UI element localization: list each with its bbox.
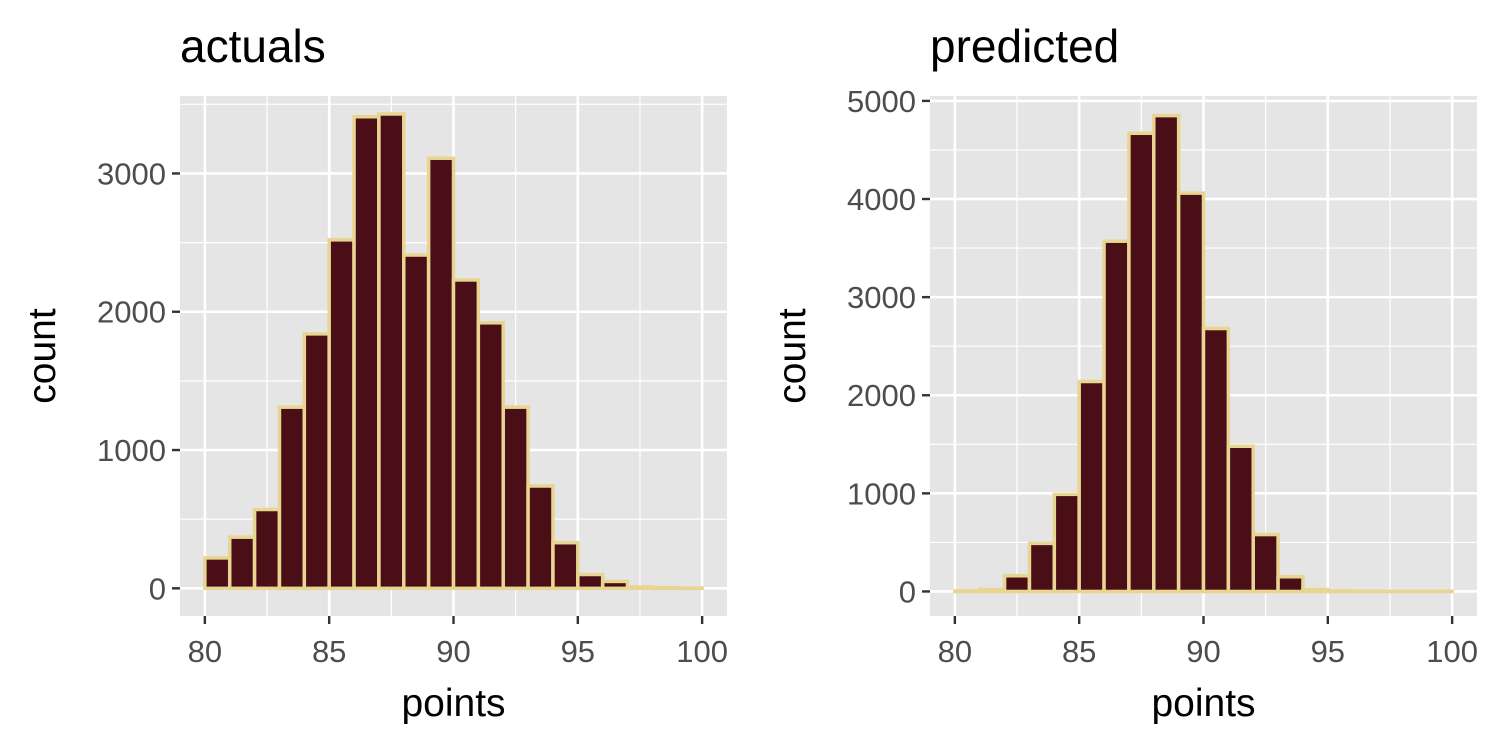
histogram-bar: [526, 484, 555, 591]
histogram-bar: [1102, 239, 1131, 594]
histogram-bar: [203, 556, 232, 591]
y-axis-title: count: [21, 308, 64, 404]
histogram-bar: [277, 405, 307, 591]
histogram-bar: [1176, 191, 1206, 594]
x-tick-label: 80: [938, 634, 972, 669]
y-tick-label: 4000: [847, 182, 916, 217]
chart-title: predicted: [930, 20, 1119, 72]
histogram-bar: [302, 332, 331, 591]
histogram-bar: [551, 540, 580, 591]
histogram-bar: [327, 238, 356, 591]
histogram-bar: [576, 572, 605, 591]
actuals-histogram: 80 85 90 95 1000100020003000pointscountactua…: [21, 20, 728, 725]
x-tick-label: 80: [188, 634, 222, 669]
histogram-bar: [227, 535, 257, 591]
histogram-bar: [1002, 574, 1032, 594]
histogram-bar: [1251, 532, 1280, 594]
y-tick-label: 3000: [97, 156, 166, 191]
chart-title: actuals: [180, 20, 326, 72]
y-tick-label: 1000: [97, 433, 166, 468]
y-tick-label: 2000: [847, 378, 916, 413]
y-tick-label: 1000: [847, 476, 916, 511]
y-tick-label: 5000: [847, 84, 916, 119]
x-tick-label: 90: [1186, 634, 1220, 669]
x-tick-label: 95: [1311, 634, 1345, 669]
x-axis-title: points: [1151, 682, 1255, 725]
histogram-bar: [451, 278, 481, 591]
histogram-bar: [476, 321, 505, 591]
histogram-bar: [600, 579, 630, 591]
histogram-bars: [953, 113, 1454, 594]
x-axis-title: points: [401, 682, 505, 725]
histogram-bar: [1201, 326, 1231, 594]
histogram-bar: [1077, 379, 1106, 594]
x-axis: 80 85 90 95 100: [938, 616, 1478, 669]
x-tick-label: 85: [1062, 634, 1096, 669]
histogram-bar: [625, 585, 655, 591]
histogram-bar: [402, 253, 431, 591]
histogram-bar: [252, 507, 282, 591]
histogram-bar: [1027, 541, 1057, 594]
histogram-bar: [1152, 113, 1181, 594]
x-tick-label: 85: [312, 634, 346, 669]
predicted-histogram: 80 85 90 95 100010002000300040005000pointsco…: [771, 20, 1478, 725]
histogram-bar: [1127, 131, 1156, 594]
x-tick-label: 95: [561, 634, 595, 669]
histogram-bar: [650, 585, 680, 591]
x-axis: 80 85 90 95 100: [188, 616, 728, 669]
histogram-bar: [352, 114, 381, 591]
histogram-bar: [501, 405, 530, 591]
y-tick-label: 0: [149, 571, 166, 606]
histogram-bar: [1226, 444, 1255, 594]
histogram-bar: [1276, 575, 1305, 594]
histogram-bar: [1301, 587, 1330, 594]
y-axis: 0 1000 2000 3000 4000 5000: [847, 84, 930, 609]
y-tick-label: 0: [899, 574, 916, 609]
histogram-bar: [426, 156, 456, 591]
x-tick-label: 100: [1426, 634, 1478, 669]
y-tick-label: 2000: [97, 295, 166, 330]
histogram-bars: [203, 112, 704, 591]
histogram-bar: [977, 587, 1007, 594]
x-tick-label: 90: [436, 634, 470, 669]
x-tick-label: 100: [676, 634, 728, 669]
histogram-bar: [1052, 492, 1081, 594]
y-axis-title: count: [771, 308, 814, 404]
y-tick-label: 3000: [847, 280, 916, 315]
histogram-bar: [377, 112, 406, 591]
y-axis: 0 1000 2000 3000: [97, 156, 180, 606]
